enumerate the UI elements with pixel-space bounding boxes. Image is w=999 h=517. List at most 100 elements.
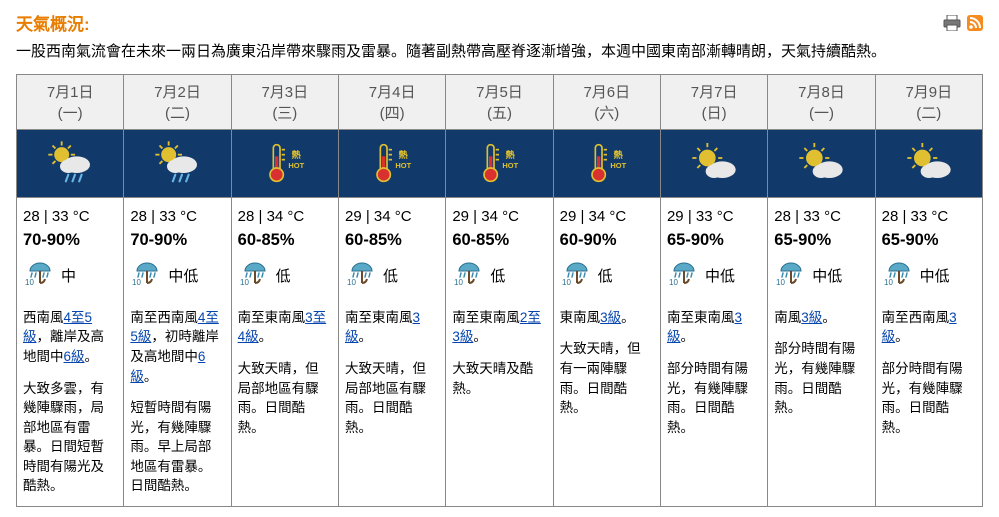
weather-icon: [876, 130, 982, 198]
weather-icon: 熱 HOT: [339, 130, 445, 198]
humidity-range: 60-85%: [452, 229, 546, 253]
forecast-info: 28 | 33 °C65-90% 10 中低南至西南風3級。部分時間有陽光，有幾…: [876, 198, 982, 506]
svg-text:熱: 熱: [506, 149, 516, 160]
svg-text:10: 10: [25, 278, 34, 287]
forecast-day: 7月7日(日) 29 | 33 °C65-90% 10 中低南至東南風3級。部分…: [661, 75, 768, 506]
psr-row: 10 低: [560, 259, 654, 294]
wind-force-link[interactable]: 2至3級: [452, 310, 541, 345]
weather-icon: [661, 130, 767, 198]
wind-force-link[interactable]: 4至5級: [130, 310, 219, 345]
weekday-text: (二): [878, 102, 980, 123]
wind-force-link[interactable]: 3級: [667, 310, 742, 345]
forecast-day: 7月9日(二) 28 | 33 °C65-90% 10 中低南至西南風3級。部分…: [876, 75, 982, 506]
forecast-info: 28 | 33 °C65-90% 10 中低南風3級。部分時間有陽光，有幾陣驟雨…: [768, 198, 874, 506]
humidity-range: 65-90%: [774, 229, 868, 253]
temperature-range: 29 | 33 °C: [667, 206, 761, 228]
wind-info: 南風3級。: [774, 308, 868, 328]
umbrella-icon: 10: [882, 259, 916, 294]
psr-row: 10 中: [23, 259, 117, 294]
svg-text:10: 10: [776, 278, 785, 287]
forecast-info: 28 | 34 °C60-85% 10 低南至東南風3至4級。大致天晴，但局部地…: [232, 198, 338, 506]
svg-text:10: 10: [884, 278, 893, 287]
umbrella-icon: 10: [238, 259, 272, 294]
weekday-text: (一): [770, 102, 872, 123]
forecast-day: 7月5日(五) 熱 HOT 29 | 34 °C60-85% 10 低南至東南風…: [446, 75, 553, 506]
header-icons: [943, 15, 983, 31]
psr-label: 中: [61, 266, 76, 288]
humidity-range: 60-85%: [345, 229, 439, 253]
svg-text:10: 10: [132, 278, 141, 287]
svg-text:HOT: HOT: [610, 161, 626, 170]
svg-text:熱: 熱: [291, 149, 301, 160]
psr-label: 中低: [812, 266, 842, 288]
psr-label: 中低: [920, 266, 950, 288]
date-text: 7月8日: [798, 84, 845, 101]
psr-label: 低: [490, 266, 505, 288]
wind-force-link[interactable]: 3級: [345, 310, 420, 345]
umbrella-icon: 10: [130, 259, 164, 294]
svg-text:HOT: HOT: [395, 161, 411, 170]
umbrella-icon: 10: [667, 259, 701, 294]
date-text: 7月4日: [369, 84, 416, 101]
forecast-day: 7月1日(一) 28 | 33 °C70-90% 10 中西南風4至5級，離岸: [17, 75, 124, 506]
date-header: 7月5日(五): [446, 75, 552, 130]
date-header: 7月9日(二): [876, 75, 982, 130]
weekday-text: (二): [126, 102, 228, 123]
date-header: 7月6日(六): [554, 75, 660, 130]
date-header: 7月1日(一): [17, 75, 123, 130]
humidity-range: 70-90%: [23, 229, 117, 253]
wind-force-link[interactable]: 3級: [600, 310, 621, 325]
psr-label: 低: [276, 266, 291, 288]
print-icon[interactable]: [943, 15, 961, 31]
forecast-info: 29 | 34 °C60-85% 10 低南至東南風2至3級。大致天晴及酷熱。: [446, 198, 552, 506]
temperature-range: 28 | 34 °C: [238, 206, 332, 228]
wind-info: 南至東南風3級。: [667, 308, 761, 347]
wind-force-link[interactable]: 6級: [130, 349, 205, 384]
wind-force-link[interactable]: 3至4級: [238, 310, 327, 345]
wind-info: 南至西南風3級。: [882, 308, 976, 347]
forecast-description: 部分時間有陽光，有幾陣驟雨。日間酷熱。: [882, 359, 976, 437]
weekday-text: (六): [556, 102, 658, 123]
wind-force-link[interactable]: 4至5級: [23, 310, 92, 345]
forecast-description: 大致天晴，但局部地區有驟雨。日間酷熱。: [238, 359, 332, 437]
forecast-info: 29 | 34 °C60-85% 10 低南至東南風3級。大致天晴，但局部地區有…: [339, 198, 445, 506]
weekday-text: (五): [448, 102, 550, 123]
weather-icon: 熱 HOT: [554, 130, 660, 198]
temperature-range: 28 | 33 °C: [774, 206, 868, 228]
wind-info: 南至東南風3級。: [345, 308, 439, 347]
wind-force-link[interactable]: 3級: [801, 310, 822, 325]
psr-label: 中低: [705, 266, 735, 288]
weather-icon: 熱 HOT: [232, 130, 338, 198]
forecast-day: 7月3日(三) 熱 HOT 28 | 34 °C60-85% 10 低南至東南風…: [232, 75, 339, 506]
date-text: 7月1日: [47, 84, 94, 101]
forecast-description: 短暫時間有陽光，有幾陣驟雨。早上局部地區有雷暴。日間酷熱。: [130, 398, 224, 496]
date-header: 7月3日(三): [232, 75, 338, 130]
svg-text:熱: 熱: [613, 149, 623, 160]
forecast-description: 部分時間有陽光，有幾陣驟雨。日間酷熱。: [667, 359, 761, 437]
wind-force-link[interactable]: 6級: [64, 349, 85, 364]
rss-icon[interactable]: [967, 15, 983, 31]
date-header: 7月2日(二): [124, 75, 230, 130]
date-text: 7月9日: [905, 84, 952, 101]
general-situation: 一股西南氣流會在未來一兩日為廣東沿岸帶來驟雨及雷暴。隨著副熱帶高壓脊逐漸增強，本…: [16, 41, 983, 64]
section-title: 天氣概況:: [16, 10, 90, 35]
weather-icon: [17, 130, 123, 198]
svg-text:10: 10: [669, 278, 678, 287]
humidity-range: 60-85%: [238, 229, 332, 253]
temperature-range: 28 | 33 °C: [882, 206, 976, 228]
wind-info: 東南風3級。: [560, 308, 654, 328]
svg-text:熱: 熱: [399, 149, 409, 160]
psr-label: 中低: [168, 266, 198, 288]
temperature-range: 29 | 34 °C: [452, 206, 546, 228]
umbrella-icon: 10: [23, 259, 57, 294]
weather-icon: 熱 HOT: [446, 130, 552, 198]
svg-text:HOT: HOT: [288, 161, 304, 170]
wind-force-link[interactable]: 3級: [882, 310, 957, 345]
umbrella-icon: 10: [345, 259, 379, 294]
forecast-description: 部分時間有陽光，有幾陣驟雨。日間酷熱。: [774, 339, 868, 417]
weekday-text: (三): [234, 102, 336, 123]
forecast-day: 7月8日(一) 28 | 33 °C65-90% 10 中低南風3級。部分時間有…: [768, 75, 875, 506]
svg-text:10: 10: [347, 278, 356, 287]
date-header: 7月4日(四): [339, 75, 445, 130]
wind-info: 南至東南風3至4級。: [238, 308, 332, 347]
